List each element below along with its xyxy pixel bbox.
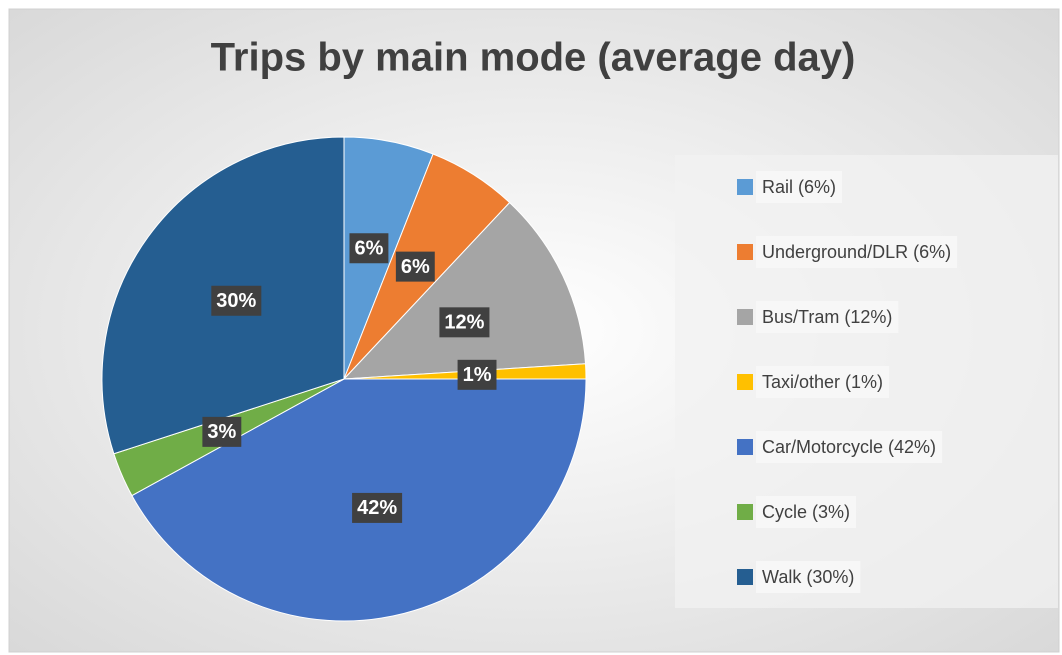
data-label: 6% xyxy=(401,256,430,278)
data-label-bg xyxy=(211,285,262,316)
data-label-bg xyxy=(439,307,490,338)
data-label: 3% xyxy=(207,421,236,443)
legend-label: Cycle (3%) xyxy=(762,502,850,522)
legend-swatch xyxy=(737,244,753,260)
data-label-bg xyxy=(202,416,242,447)
data-label-bg xyxy=(349,233,389,264)
legend-swatch xyxy=(737,504,753,520)
legend-swatch xyxy=(737,439,753,455)
legend-swatch xyxy=(737,179,753,195)
legend-text-bg xyxy=(756,301,899,333)
legend-swatch xyxy=(737,309,753,325)
data-label: 6% xyxy=(354,238,383,260)
legend-label: Car/Motorcycle (42%) xyxy=(762,437,936,457)
data-label-bg xyxy=(395,251,435,282)
legend-label: Underground/DLR (6%) xyxy=(762,242,951,262)
legend-swatch xyxy=(737,374,753,390)
legend-text-bg xyxy=(756,496,857,528)
legend-label: Taxi/other (1%) xyxy=(762,372,883,392)
data-label: 42% xyxy=(357,497,397,519)
data-label-bg xyxy=(457,359,497,390)
data-label-bg xyxy=(352,492,403,523)
legend-label: Walk (30%) xyxy=(762,567,854,587)
data-label: 1% xyxy=(463,364,492,386)
legend-label: Rail (6%) xyxy=(762,177,836,197)
legend-text-bg xyxy=(756,171,843,203)
legend-text-bg xyxy=(756,366,890,398)
legend-label: Bus/Tram (12%) xyxy=(762,307,892,327)
legend-text-bg xyxy=(756,431,943,463)
pie-slice xyxy=(342,201,587,380)
legend-text-bg xyxy=(756,561,861,593)
chart-title: Trips by main mode (average day) xyxy=(211,36,856,80)
legend-swatch xyxy=(737,569,753,585)
data-label: 30% xyxy=(216,290,256,312)
data-label: 12% xyxy=(444,312,484,334)
legend-text-bg xyxy=(756,236,958,268)
